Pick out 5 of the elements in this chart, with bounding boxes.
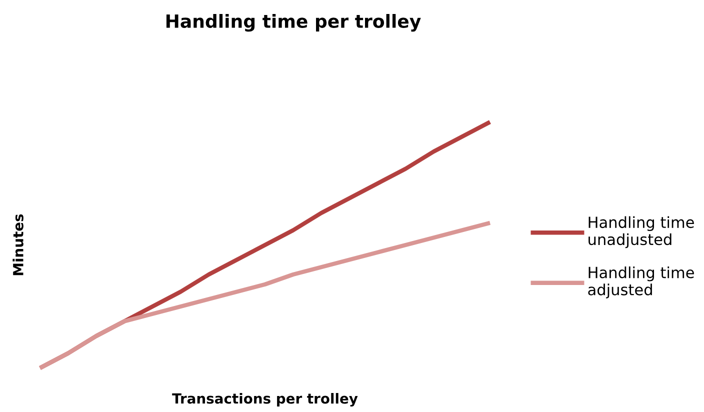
chart-title: Handling time per trolley — [166, 14, 421, 32]
x-axis-title: Transactions per trolley — [172, 393, 358, 407]
legend-label: Handling time adjusted — [588, 266, 694, 298]
y-axis-title: Minutes — [12, 214, 24, 276]
legend-label: Handling time unadjusted — [588, 216, 694, 248]
